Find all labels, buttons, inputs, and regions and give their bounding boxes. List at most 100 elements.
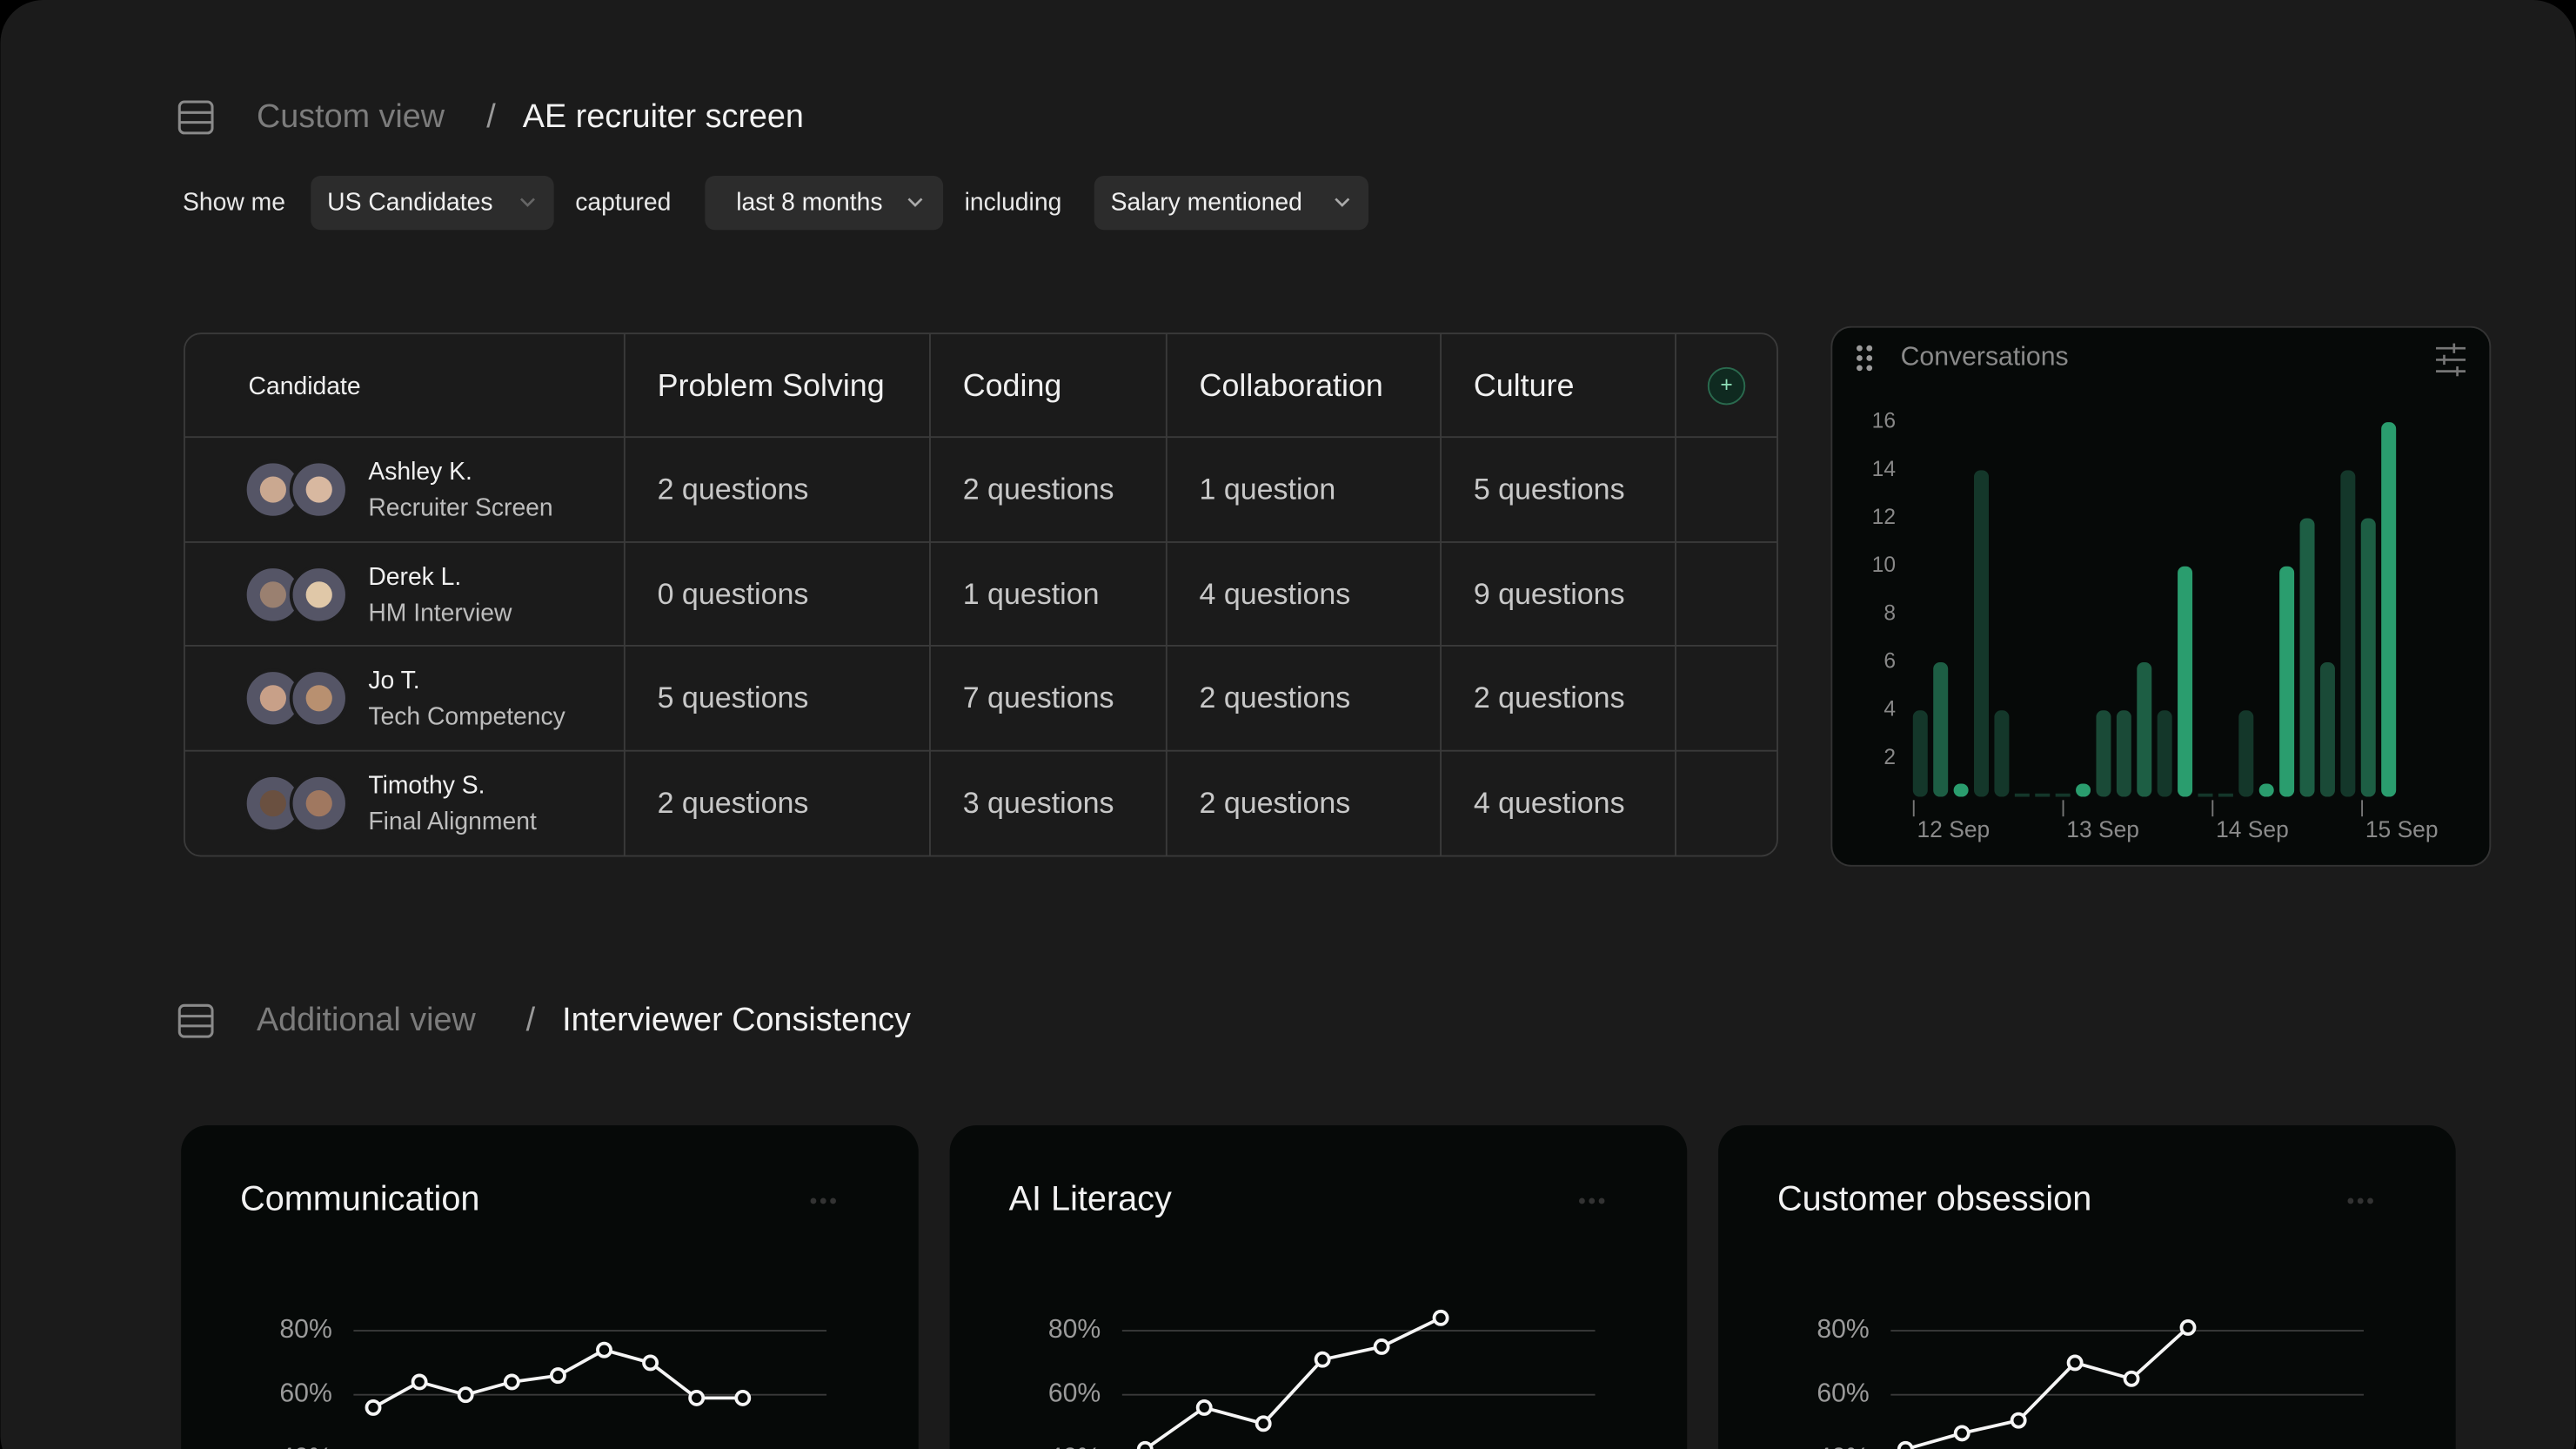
data-point	[1255, 1415, 1272, 1432]
avatar-face	[259, 581, 286, 608]
x-tick-label: 12 Sep	[1917, 816, 1991, 842]
bar	[2279, 566, 2295, 797]
add-icon[interactable]: +	[1720, 373, 1732, 397]
bar	[2299, 518, 2315, 797]
avatar-face	[259, 476, 286, 503]
menu-dot[interactable]	[2357, 1197, 2364, 1204]
y-tick-label: 40%	[279, 1443, 331, 1449]
settings-icon[interactable]	[2436, 343, 2466, 377]
candidate-name: Ashley K.	[368, 457, 472, 485]
add-column[interactable]	[1707, 366, 1746, 406]
candidate-stage: Recruiter Screen	[368, 493, 552, 521]
menu-dot[interactable]	[830, 1197, 836, 1204]
list-icon	[177, 1003, 214, 1038]
data-point	[365, 1399, 382, 1416]
y-tick-label: 80%	[279, 1315, 331, 1344]
menu-dot[interactable]	[1589, 1197, 1596, 1204]
data-point	[1432, 1309, 1449, 1326]
bar	[2157, 710, 2172, 797]
column-header: Culture	[1474, 368, 1575, 403]
column-header: Coding	[963, 368, 1062, 403]
data-point	[2066, 1354, 2084, 1372]
avatar-face	[305, 476, 332, 503]
y-tick-label: 2	[1883, 746, 1896, 769]
question-count: 4 questions	[1200, 578, 1351, 611]
bar	[1912, 710, 1928, 797]
chevron	[1335, 198, 1350, 207]
data-point	[549, 1367, 566, 1385]
data-point	[1136, 1440, 1154, 1449]
table	[183, 332, 1778, 857]
avatar-face	[305, 790, 332, 817]
card-title: AI Literacy	[1009, 1179, 1172, 1218]
dropdown[interactable]	[705, 175, 944, 231]
separator: /	[486, 97, 496, 134]
bar	[2258, 783, 2274, 797]
separator: /	[526, 1001, 536, 1037]
bar	[2137, 662, 2152, 797]
y-tick-label: 8	[1883, 601, 1896, 625]
menu-dot[interactable]	[1579, 1197, 1585, 1204]
y-tick-label: 60%	[1817, 1379, 1869, 1408]
y-tick-label: 40%	[1048, 1443, 1101, 1449]
dropdown-label[interactable]: US Candidates	[327, 188, 492, 216]
dropdown-label[interactable]: Salary mentioned	[1111, 188, 1302, 216]
y-tick-label: 16	[1872, 410, 1896, 433]
menu-dot[interactable]	[820, 1197, 826, 1204]
bar	[1974, 470, 1990, 797]
trend-line	[1144, 1316, 1442, 1449]
avatar-face	[305, 581, 332, 608]
data-point	[734, 1389, 752, 1406]
menu-dot[interactable]	[810, 1197, 817, 1204]
bar	[2319, 662, 2335, 797]
question-count: 2 questions	[1200, 681, 1351, 714]
card	[1718, 1125, 2456, 1449]
bar	[2238, 710, 2254, 797]
breadcrumb-parent[interactable]: Custom view	[257, 97, 445, 134]
dropdown[interactable]	[1094, 175, 1368, 231]
bar	[2218, 793, 2233, 797]
card-title: Customer obsession	[1777, 1179, 2091, 1218]
y-tick-label: 80%	[1817, 1315, 1869, 1344]
chevron	[519, 198, 535, 207]
card	[949, 1125, 1688, 1449]
breadcrumb-parent[interactable]: Additional view	[257, 1001, 477, 1037]
question-count: 1 question	[1200, 473, 1336, 506]
avatar-face	[259, 685, 286, 712]
menu-dot[interactable]	[2367, 1197, 2373, 1204]
bar	[2116, 710, 2131, 797]
question-count: 1 question	[963, 578, 1100, 611]
data-point	[2123, 1370, 2140, 1387]
question-count: 3 questions	[963, 787, 1114, 820]
card	[181, 1125, 919, 1449]
candidate-name: Timothy S.	[368, 771, 485, 799]
column-header: Problem Solving	[658, 368, 885, 403]
question-count: 5 questions	[658, 681, 809, 714]
bar	[2035, 793, 2051, 797]
bar	[2198, 793, 2213, 797]
question-count: 5 questions	[1474, 473, 1625, 506]
panel-title: Conversations	[1901, 343, 2069, 372]
chevron	[907, 198, 923, 207]
view-title: AE recruiter screen	[523, 97, 804, 134]
bar	[2096, 710, 2111, 797]
filter-text: Show me	[183, 188, 285, 216]
dropdown[interactable]	[311, 175, 554, 231]
data-point	[1897, 1440, 1914, 1449]
menu-dot[interactable]	[2347, 1197, 2354, 1204]
data-point	[596, 1341, 612, 1358]
data-point	[1953, 1425, 1970, 1442]
y-tick-label: 40%	[1817, 1443, 1869, 1449]
bar	[2076, 783, 2091, 797]
data-point	[2010, 1412, 2027, 1429]
list-icon	[177, 100, 214, 135]
menu-dot[interactable]	[1598, 1197, 1605, 1204]
dropdown-label[interactable]: last 8 months	[736, 188, 882, 216]
question-count: 9 questions	[1474, 578, 1625, 611]
card-title: Communication	[240, 1179, 479, 1218]
y-tick-label: 4	[1883, 698, 1896, 721]
candidate-name: Derek L.	[368, 562, 461, 590]
drag-handle[interactable]	[1857, 345, 1873, 372]
y-tick-label: 60%	[279, 1379, 331, 1408]
